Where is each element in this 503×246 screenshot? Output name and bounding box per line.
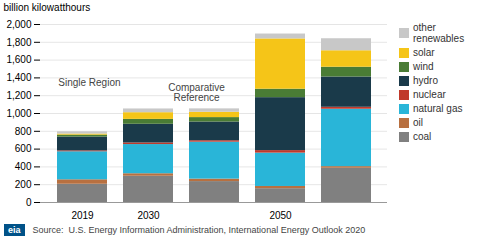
svg-text:400: 400 <box>15 161 32 172</box>
html-text:Source: U.S. Energy Informatio: Source: U.S. Energy Information Administ… <box>32 225 366 235</box>
html-text:natural gas: natural gas <box>413 103 463 114</box>
svg-text:800: 800 <box>15 126 32 137</box>
svg-text:600: 600 <box>15 143 32 154</box>
html-text:other renewables: other renewables <box>413 22 465 44</box>
svg-text:ComparativeReference: ComparativeReference <box>168 82 225 103</box>
svg-text:1,000: 1,000 <box>6 108 31 119</box>
svg-text:1,800: 1,800 <box>6 37 31 48</box>
html-text:wind: wind <box>413 61 434 72</box>
svg-text:Single Region: Single Region <box>58 77 120 88</box>
html-text:solar: solar <box>413 47 435 58</box>
html-text:coal: coal <box>413 131 432 142</box>
svg-text:1,400: 1,400 <box>6 72 31 83</box>
html-text:nuclear: nuclear <box>413 89 446 100</box>
svg-text:2030: 2030 <box>137 210 160 221</box>
svg-text:200: 200 <box>15 179 32 190</box>
svg-text:2050: 2050 <box>269 210 292 221</box>
svg-text:0: 0 <box>26 197 32 208</box>
html-text:hydro: hydro <box>413 75 438 86</box>
svg-text:1,200: 1,200 <box>6 90 31 101</box>
html-text:oil: oil <box>413 117 423 128</box>
svg-text:1,600: 1,600 <box>6 54 31 65</box>
svg-text:billion kilowatthours: billion kilowatthours <box>4 2 91 13</box>
svg-text:2,000: 2,000 <box>6 19 31 30</box>
svg-text:2019: 2019 <box>71 210 94 221</box>
html-text:eia: eia <box>8 225 21 235</box>
